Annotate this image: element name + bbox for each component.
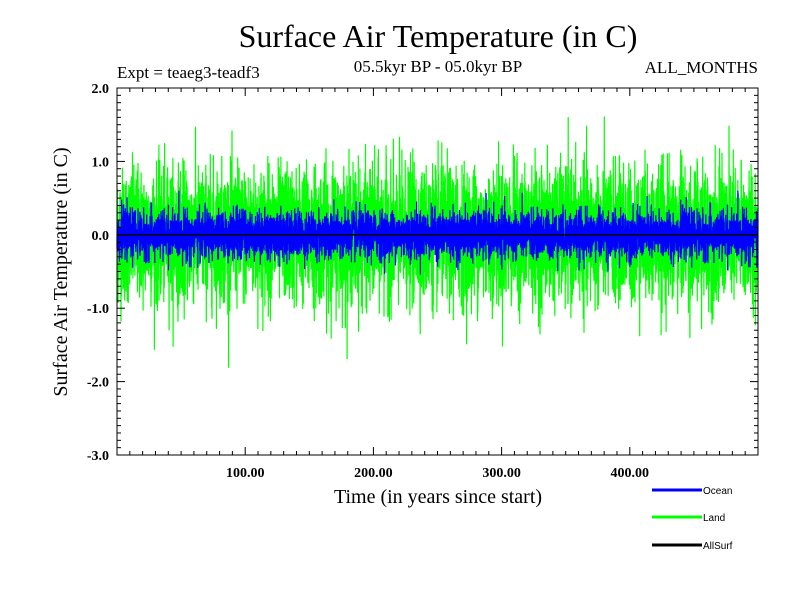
y-tick-label: -1.0	[87, 302, 109, 317]
plot-area: 100.00 200.00 300.00 400.00 2.0 1.0 0.0 -1.0 -2.…	[87, 82, 759, 481]
x-tick-label: 200.00	[354, 466, 393, 481]
chart-title: Surface Air Temperature (in C)	[239, 18, 638, 54]
y-tick-label: -3.0	[87, 449, 109, 464]
months-label: ALL_MONTHS	[645, 58, 758, 77]
x-tick-label: 300.00	[482, 466, 521, 481]
legend-label-allsurf: AllSurf	[703, 541, 733, 552]
y-tick-label: 2.0	[92, 82, 110, 97]
x-tick-label: 100.00	[226, 466, 265, 481]
y-tick-label: 0.0	[92, 229, 110, 244]
y-axis-label: Surface Air Temperature (in C)	[50, 147, 72, 396]
legend: Ocean Land AllSurf	[652, 486, 733, 552]
x-axis-label: Time (in years since start)	[334, 486, 542, 508]
legend-label-land: Land	[703, 513, 725, 524]
period-label: 05.5kyr BP - 05.0kyr BP	[354, 57, 522, 76]
legend-label-ocean: Ocean	[703, 486, 732, 497]
y-tick-label: -2.0	[87, 376, 109, 391]
x-tick-label: 400.00	[611, 466, 650, 481]
y-tick-label: 1.0	[92, 155, 110, 170]
series-line-ocean	[116, 190, 759, 275]
experiment-label: Expt = teaeg3-teadf3	[117, 63, 260, 82]
